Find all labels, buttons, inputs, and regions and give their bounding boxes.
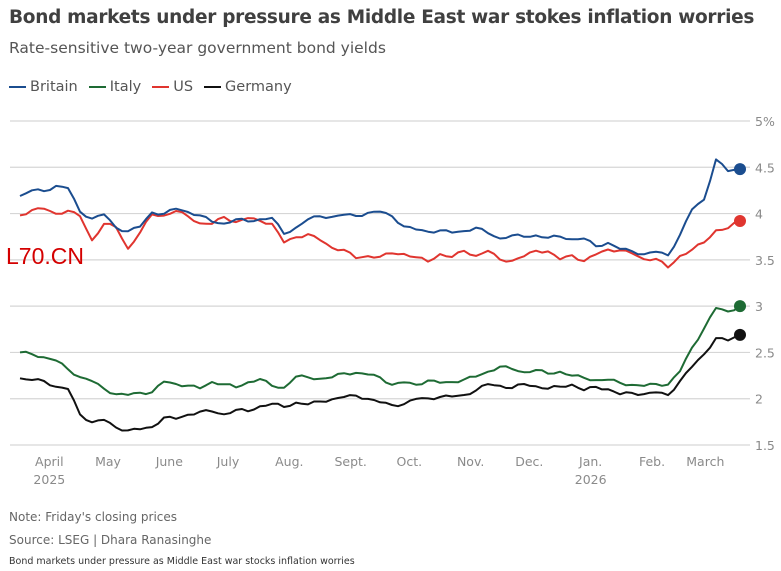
end-marker-italy xyxy=(734,300,746,313)
y-tick-label: 1.5 xyxy=(755,438,775,453)
footer-caption: Bond markets under pressure as Middle Ea… xyxy=(9,556,355,567)
series-line-britain xyxy=(19,158,741,257)
legend-swatch-us xyxy=(152,85,170,89)
gridlines xyxy=(10,120,750,446)
footer-source: Source: LSEG | Dhara Ranasinghe xyxy=(9,533,212,547)
series-lines xyxy=(19,158,741,432)
footer-note: Note: Friday's closing prices xyxy=(9,510,178,524)
line-chart: 5% 4.5 4 3.5 3 2.5 2 1.5 April 2025 May June July Au… xyxy=(10,114,775,487)
series-line-germany xyxy=(19,333,741,432)
y-tick-label: 4 xyxy=(755,207,763,222)
series-line-italy xyxy=(19,305,741,396)
x-tick-label: April xyxy=(35,454,64,469)
legend-label-germany: Germany xyxy=(225,79,292,95)
legend-item-italy: Italy xyxy=(88,79,142,95)
chart-subtitle: Rate-sensitive two-year government bond … xyxy=(9,39,386,57)
legend-label-britain: Britain xyxy=(30,79,78,95)
watermark: L70.CN xyxy=(6,243,84,269)
legend-label-italy: Italy xyxy=(109,79,142,95)
series-line-us xyxy=(19,207,741,269)
y-axis-ticks: 5% 4.5 4 3.5 3 2.5 2 1.5 xyxy=(755,114,775,453)
end-marker-germany xyxy=(734,328,746,341)
legend-swatch-britain xyxy=(9,85,26,89)
x-tick-label: Feb. xyxy=(639,454,665,469)
y-tick-label: 3 xyxy=(755,299,763,314)
x-tick-label: June xyxy=(155,454,184,469)
x-axis-ticks: April 2025 May June July Aug. Sept. Oct. Nov. Dec… xyxy=(33,454,724,487)
x-tick-sublabel: 2025 xyxy=(33,472,65,487)
end-marker-us xyxy=(734,214,746,227)
x-tick-label: Aug. xyxy=(275,454,303,469)
legend-item-britain: Britain xyxy=(9,79,78,95)
y-tick-label: 2 xyxy=(755,392,763,407)
x-tick-label: May xyxy=(95,454,121,469)
x-tick-label: Sept. xyxy=(334,454,366,469)
legend-item-germany: Germany xyxy=(204,79,292,95)
legend-item-us: US xyxy=(152,79,193,95)
end-markers xyxy=(734,163,746,341)
x-tick-label: Dec. xyxy=(515,454,543,469)
x-tick-label: July xyxy=(216,454,240,469)
y-tick-label: 4.5 xyxy=(755,160,775,175)
x-tick-label: Nov. xyxy=(457,454,484,469)
legend-label-us: US xyxy=(173,79,194,95)
chart-title: Bond markets under pressure as Middle Ea… xyxy=(9,7,755,28)
x-tick-label: Oct. xyxy=(397,454,423,469)
end-marker-britain xyxy=(734,163,746,176)
x-tick-label: Jan. xyxy=(578,454,602,469)
y-tick-label: 2.5 xyxy=(755,345,775,360)
x-tick-sublabel: 2026 xyxy=(575,472,607,487)
x-tick-label: March xyxy=(686,454,724,469)
legend-swatch-germany xyxy=(204,85,222,89)
y-tick-label: 5% xyxy=(755,114,775,129)
y-tick-label: 3.5 xyxy=(755,253,775,268)
legend-swatch-italy xyxy=(88,85,106,89)
legend: Britain Italy US Germany xyxy=(9,79,292,95)
